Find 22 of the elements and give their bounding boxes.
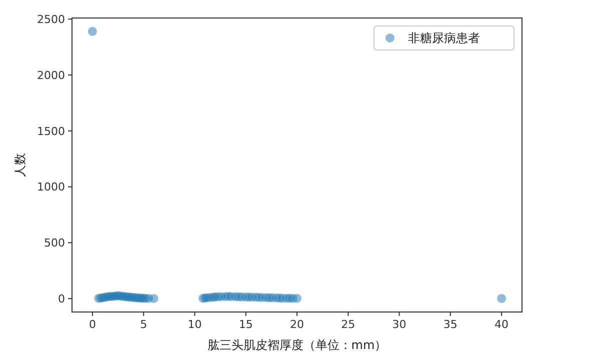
x-tick-label: 30 xyxy=(392,318,406,331)
x-tick-label: 35 xyxy=(443,318,458,331)
x-tick-label: 15 xyxy=(238,318,253,331)
y-tick-label: 500 xyxy=(44,236,65,250)
legend-label: 非糖尿病患者 xyxy=(408,31,480,46)
x-tick-label: 25 xyxy=(341,318,356,331)
y-tick-label: 1500 xyxy=(37,124,65,138)
x-tick-label: 10 xyxy=(188,318,202,331)
y-tick-label: 0 xyxy=(58,292,65,306)
y-tick-label: 2500 xyxy=(37,12,65,26)
x-tick-label: 20 xyxy=(290,318,304,331)
point xyxy=(497,294,506,303)
x-tick-label: 5 xyxy=(140,318,148,331)
x-tick-label: 0 xyxy=(88,318,96,331)
x-tick-label: 40 xyxy=(494,318,509,331)
y-axis-title: 人数 xyxy=(13,153,27,177)
point xyxy=(292,294,302,303)
y-tick-label: 2000 xyxy=(37,68,65,82)
x-axis-title: 肱三头肌皮褶厚度（单位：mm） xyxy=(207,338,387,352)
point xyxy=(88,26,97,36)
y-tick-label: 1000 xyxy=(37,180,65,194)
point xyxy=(149,294,158,303)
